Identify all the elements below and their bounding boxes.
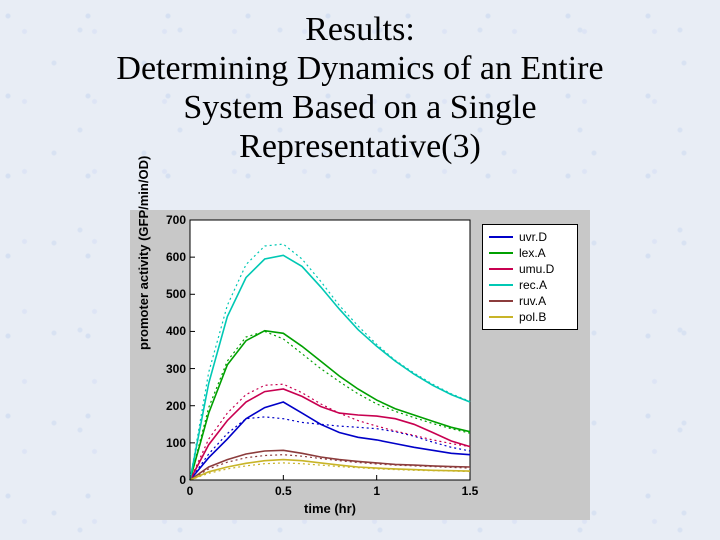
series-rec.A-pred xyxy=(190,244,470,480)
series-ruv.A xyxy=(190,450,470,480)
legend-item: rec.A xyxy=(489,277,571,293)
legend-swatch-icon xyxy=(489,236,513,238)
legend-swatch-icon xyxy=(489,316,513,318)
legend-item: uvr.D xyxy=(489,229,571,245)
legend-swatch-icon xyxy=(489,268,513,270)
slide-title: Results: Determining Dynamics of an Enti… xyxy=(0,0,720,166)
legend-label: rec.A xyxy=(519,278,571,292)
legend-item: pol.B xyxy=(489,309,571,325)
legend-label: ruv.A xyxy=(519,294,571,308)
legend-item: umu.D xyxy=(489,261,571,277)
chart-container: 0100200300400500600700 00.511.5 promoter… xyxy=(130,210,590,520)
chart-legend: uvr.D lex.A umu.D rec.A ruv.A pol.B xyxy=(482,224,578,330)
legend-swatch-icon xyxy=(489,284,513,286)
y-axis-label: promoter activity (GFP/min/OD) xyxy=(136,156,151,350)
xtick-label: 0 xyxy=(180,484,200,498)
ytick-label: 500 xyxy=(152,287,186,301)
title-line-1: Results: xyxy=(0,10,720,49)
x-axis-label: time (hr) xyxy=(130,501,590,516)
ytick-label: 600 xyxy=(152,250,186,264)
legend-swatch-icon xyxy=(489,300,513,302)
ytick-label: 300 xyxy=(152,362,186,376)
legend-item: ruv.A xyxy=(489,293,571,309)
legend-label: pol.B xyxy=(519,310,571,324)
legend-item: lex.A xyxy=(489,245,571,261)
legend-label: lex.A xyxy=(519,246,571,260)
line-chart xyxy=(190,220,470,480)
ytick-label: 700 xyxy=(152,213,186,227)
xtick-label: 0.5 xyxy=(273,484,293,498)
legend-label: umu.D xyxy=(519,262,571,276)
series-pol.B xyxy=(190,460,470,480)
ytick-label: 100 xyxy=(152,436,186,450)
ytick-label: 400 xyxy=(152,324,186,338)
ytick-label: 200 xyxy=(152,399,186,413)
title-line-4: Representative(3) xyxy=(0,127,720,166)
xtick-label: 1.5 xyxy=(460,484,480,498)
legend-label: uvr.D xyxy=(519,230,571,244)
xtick-label: 1 xyxy=(367,484,387,498)
series-uvr.D xyxy=(190,402,470,480)
title-line-3: System Based on a Single xyxy=(0,88,720,127)
title-line-2: Determining Dynamics of an Entire xyxy=(0,49,720,88)
legend-swatch-icon xyxy=(489,252,513,254)
